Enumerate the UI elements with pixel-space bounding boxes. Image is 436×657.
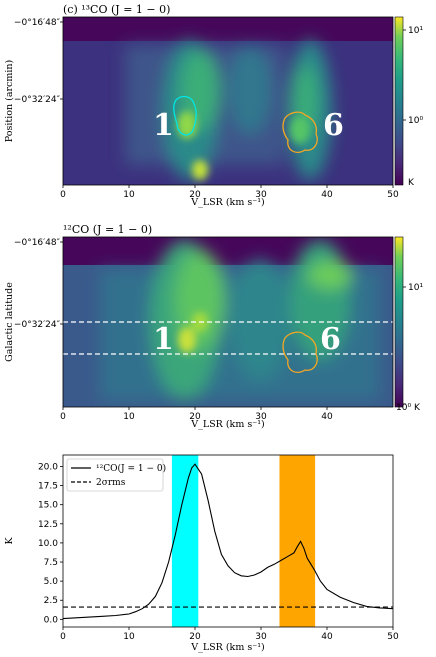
region-6-label: 6 xyxy=(323,108,344,143)
spectrum-y-tick-8: 20.0 xyxy=(38,462,58,472)
legend-entry-2sigma: 2σrms xyxy=(96,478,126,488)
spectrum-y-tick-4: 10.0 xyxy=(38,539,58,549)
panel-12co-y-tick-1: −0°32′24″ xyxy=(14,320,61,330)
panel-13co-cbar-tick-1: 10¹ xyxy=(408,26,423,36)
panel-13co-cbar-unit: K xyxy=(408,178,415,188)
panel-13co-x-tick-1: 10 xyxy=(123,190,135,200)
region-1-label: 1 xyxy=(153,108,174,143)
region-1-contour xyxy=(173,95,197,136)
panel-12co-cbar-tick-1: 10¹ xyxy=(408,283,423,293)
spectrum-y-tick-6: 15.0 xyxy=(38,501,58,511)
panel-13co-map xyxy=(63,17,393,185)
panel-12co-map xyxy=(63,237,393,407)
panel-13co-x-tick-0: 0 xyxy=(60,190,66,200)
spectrum-y-tick-0: 0.0 xyxy=(44,615,59,625)
region-6-contour xyxy=(282,111,318,154)
panel-13co-ylabel: Position (arcmin) xyxy=(4,60,15,142)
spectrum-x-ticks: 0 10 20 30 40 50 xyxy=(60,627,399,642)
panel-13co-x-tick-4: 40 xyxy=(321,190,333,200)
panel-13co-x-tick-2: 20 xyxy=(189,190,201,200)
spectrum-x-tick-5: 50 xyxy=(387,632,399,642)
panel-spectrum: 0 10 20 30 40 50 0.0 2.5 5.0 7.5 10.0 12.5 15.0 17.5… xyxy=(4,454,399,653)
panel-12co: ¹²CO (J = 1 − 0) 1 6 0 10 20 30 40 xyxy=(4,223,423,430)
panel-13co-cbar-tick-0: 10⁰ xyxy=(408,116,423,126)
panel-13co-x-tick-5: 50 xyxy=(387,190,399,200)
panel-13co-x-tick-3: 30 xyxy=(255,190,267,200)
panel-12co-title: ¹²CO (J = 1 − 0) xyxy=(63,223,152,236)
spectrum-y-tick-2: 5.0 xyxy=(44,577,59,587)
spectrum-y-tick-1: 2.5 xyxy=(44,596,58,606)
panel-12co-cbar-tick-0: 10⁰ xyxy=(396,403,411,413)
spectrum-legend: ¹²CO(J = 1 − 0) 2σrms xyxy=(66,458,166,492)
spectrum-y-ticks: 0.0 2.5 5.0 7.5 10.0 12.5 15.0 17.5 20.0 xyxy=(38,462,63,625)
panel-13co-y-tick-1: −0°32′24″ xyxy=(14,95,61,105)
spectrum-y-tick-3: 7.5 xyxy=(44,558,58,568)
spectrum-y-tick-5: 12.5 xyxy=(38,520,58,530)
panel-12co-y-tick-0: −0°16′48″ xyxy=(14,238,61,248)
panel-12co-x-ticks: 0 10 20 30 40 xyxy=(60,407,333,422)
spectrum-xlabel: V_LSR (km s⁻¹) xyxy=(190,642,265,653)
velocity-band-1 xyxy=(279,455,316,627)
panel-13co-x-ticks: 0 10 20 30 40 50 xyxy=(60,185,399,200)
panel-12co-ylabel: Galactic latitude xyxy=(4,282,15,362)
panel-13co-title: (c) ¹³CO (J = 1 − 0) xyxy=(63,3,170,16)
panel-12co-xlabel: V_LSR (km s⁻¹) xyxy=(190,419,265,430)
spectrum-x-tick-4: 40 xyxy=(321,632,333,642)
panel-13co-y-tick-0: −0°16′48″ xyxy=(14,18,61,28)
panel-12co-x-tick-1: 10 xyxy=(123,412,135,422)
spectrum-x-tick-0: 0 xyxy=(60,632,66,642)
panel-12co-x-tick-3: 30 xyxy=(255,412,267,422)
spectrum-lines xyxy=(62,463,394,620)
region-6-label-12co: 6 xyxy=(320,322,341,357)
panel-12co-colorbar: 10¹ 10⁰ K xyxy=(394,236,423,413)
spectrum-x-tick-2: 20 xyxy=(189,632,201,642)
panel-13co-colorbar: 10¹ 10⁰ K xyxy=(394,16,423,188)
spectrum-x-tick-3: 30 xyxy=(255,632,267,642)
panel-13co-xlabel: V_LSR (km s⁻¹) xyxy=(190,197,265,208)
panel-13co: (c) ¹³CO (J = 1 − 0) 1 6 0 10 2 xyxy=(4,3,423,208)
spectrum-x-tick-1: 10 xyxy=(123,632,135,642)
spectrum-y-tick-7: 17.5 xyxy=(38,482,58,492)
legend-entry-12co: ¹²CO(J = 1 − 0) xyxy=(96,463,166,474)
series-12co-line xyxy=(62,463,394,620)
region-1-label-12co: 1 xyxy=(153,322,174,357)
panel-12co-x-tick-0: 0 xyxy=(60,412,66,422)
spectrum-bands xyxy=(171,455,316,627)
panel-12co-cbar-unit: K xyxy=(414,403,421,413)
panel-12co-x-tick-4: 40 xyxy=(321,412,333,422)
spectrum-ylabel: K xyxy=(4,537,15,545)
region-6-contour-12co xyxy=(282,331,318,374)
panel-12co-x-tick-2: 20 xyxy=(189,412,201,422)
velocity-band-0 xyxy=(171,455,199,627)
